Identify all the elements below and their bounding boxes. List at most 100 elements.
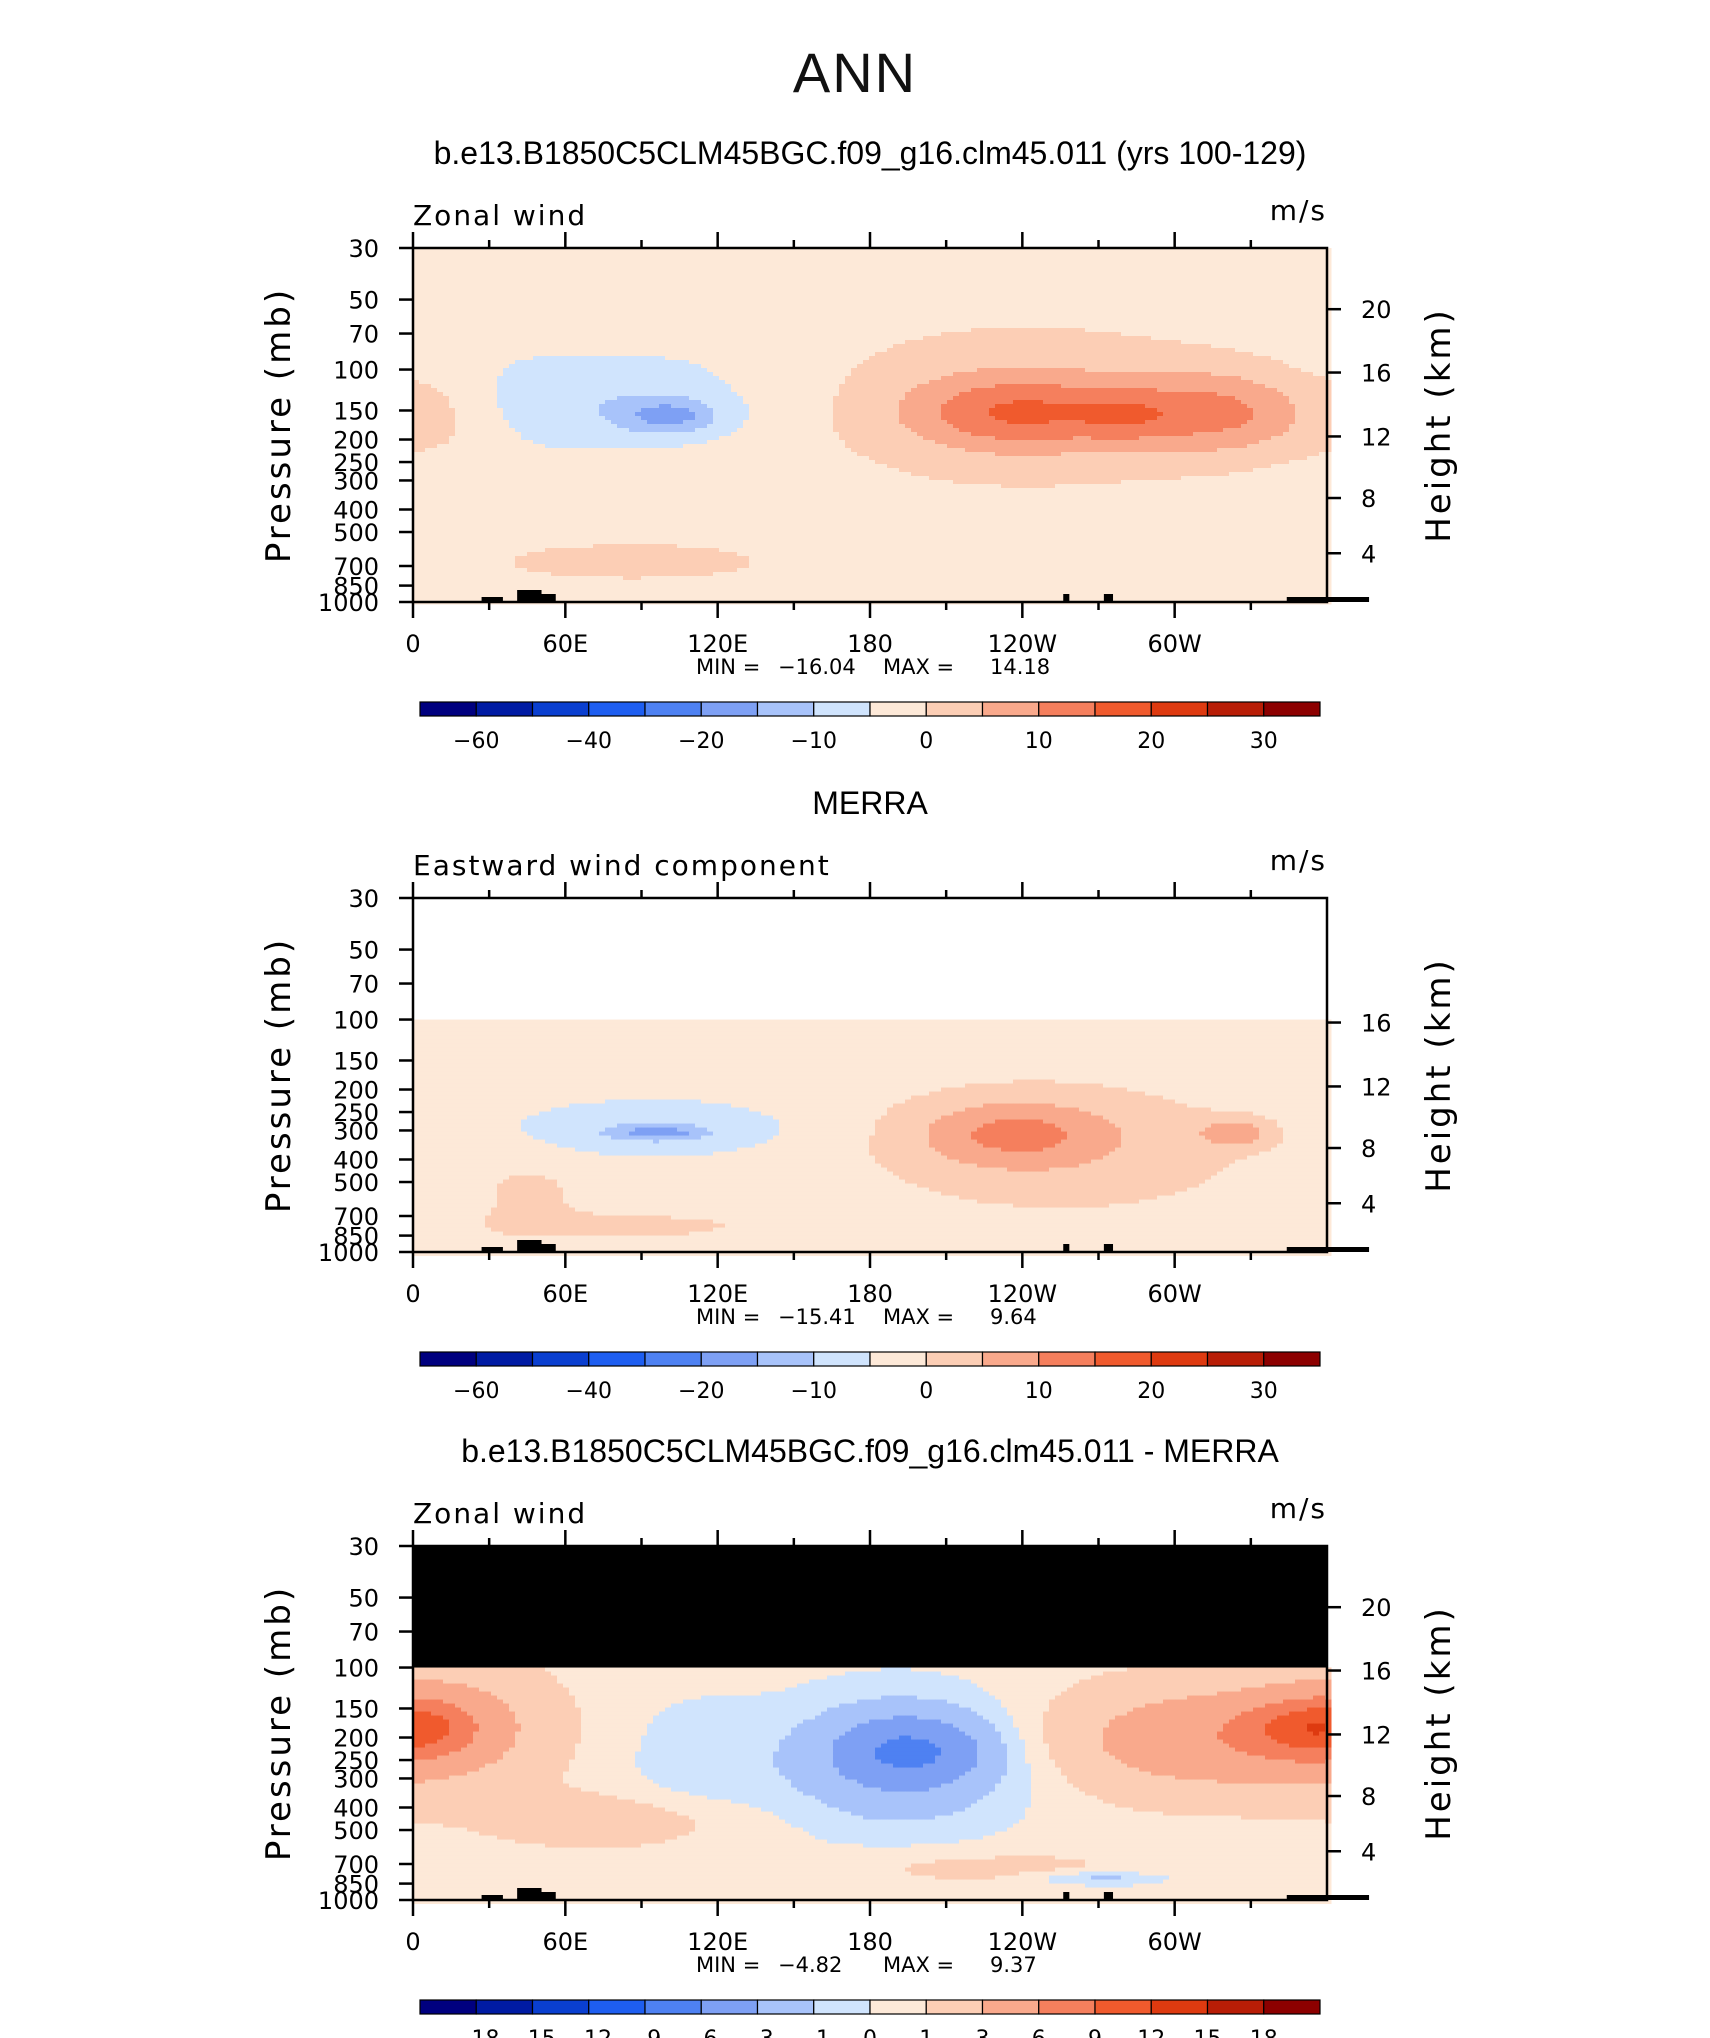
y-tick-label: 200	[333, 427, 379, 455]
y-tick-label: 1000	[318, 1239, 379, 1267]
colorbar-swatch	[1094, 1999, 1152, 2015]
y-right-tick-label: 12	[1361, 1073, 1392, 1101]
x-tick-label: 120W	[988, 1928, 1058, 1956]
colorbar-swatch	[1263, 1351, 1321, 1367]
x-tick-label: 180	[847, 630, 893, 658]
min-max-stats: MIN = −4.82 MAX = 9.37	[696, 1953, 1037, 1977]
colorbar-label: −10	[791, 729, 837, 754]
chart-svg: MERRA Eastward wind component m/s 0 60E 120E 1…	[259, 785, 1459, 1404]
colorbar-swatch	[869, 701, 927, 717]
y-right-tick-label: 4	[1361, 540, 1376, 568]
y-tick-label: 200	[333, 1077, 379, 1105]
y-right-axis: 16 12 8 4	[1327, 1010, 1392, 1218]
colorbar-label: −20	[678, 729, 724, 754]
colorbar-swatch	[644, 1351, 702, 1367]
contour-field	[413, 1019, 1332, 1257]
colorbar-swatch	[756, 1999, 815, 2015]
colorbar-swatch	[475, 1351, 534, 1367]
y-right-tick-label: 16	[1361, 1658, 1392, 1686]
y-tick-label: 400	[333, 1146, 379, 1174]
y-tick-label: 500	[333, 519, 379, 547]
colorbar-label: 0	[919, 1379, 933, 1404]
chart-svg: b.e13.B1850C5CLM45BGC.f09_g16.clm45.011 …	[259, 135, 1459, 754]
x-tick-label: 120W	[988, 1280, 1058, 1308]
colorbar-swatch	[1038, 1999, 1096, 2015]
y-tick-label: 100	[333, 1007, 379, 1035]
y-right-tick-label: 12	[1361, 423, 1392, 451]
units-label: m/s	[1270, 1492, 1327, 1525]
panel-title: b.e13.B1850C5CLM45BGC.f09_g16.clm45.011 …	[461, 1433, 1279, 1469]
x-tick-label: 60W	[1148, 630, 1202, 658]
colorbar-label: −20	[678, 1379, 724, 1404]
min-label: MIN =	[696, 1953, 760, 1977]
x-tick-label: 60W	[1148, 1928, 1202, 1956]
y-tick-label: 70	[348, 321, 379, 349]
min-label: MIN =	[696, 655, 760, 679]
y-tick-label: 50	[348, 1585, 379, 1613]
x-tick-label: 60W	[1148, 1280, 1202, 1308]
max-value: 9.37	[990, 1953, 1037, 1977]
colorbar-label: −18	[453, 2027, 499, 2038]
x-tick-label: 0	[405, 1280, 420, 1308]
colorbar-swatch	[700, 701, 759, 717]
x-tick-label: 120E	[687, 1928, 748, 1956]
colorbar-swatch	[1263, 1999, 1321, 2015]
colorbar-swatch	[981, 1351, 1040, 1367]
max-value: 9.64	[990, 1305, 1037, 1329]
y-axis-title: Pressure (mb)	[259, 937, 299, 1213]
y-tick-label: 250	[333, 1099, 379, 1127]
colorbar-label: −6	[685, 2027, 717, 2038]
contour-field	[413, 248, 1332, 605]
colorbar-label: 3	[976, 2027, 990, 2038]
y-right-axis-title: Height (km)	[1419, 1605, 1459, 1841]
panel-title: MERRA	[812, 785, 928, 821]
colorbar-swatch	[813, 1999, 871, 2015]
y-tick-label: 50	[348, 287, 379, 315]
x-tick-label: 60E	[542, 1928, 588, 1956]
colorbar-swatch	[813, 1351, 871, 1367]
y-tick-label: 400	[333, 1794, 379, 1822]
y-right-axis: 20 16 12 8 4	[1327, 296, 1392, 568]
y-tick-label: 30	[348, 235, 379, 263]
colorbar-swatch	[1206, 701, 1265, 717]
colorbar-swatch	[419, 1351, 477, 1367]
y-right-tick-label: 4	[1361, 1838, 1376, 1866]
colorbar-swatch	[756, 1351, 815, 1367]
colorbar-swatch	[531, 701, 590, 717]
y-tick-label: 100	[333, 357, 379, 385]
colorbar-label: −15	[509, 2027, 555, 2038]
x-tick-label: 180	[847, 1928, 893, 1956]
colorbar-swatch	[1038, 701, 1096, 717]
colorbar-label: 30	[1250, 1379, 1278, 1404]
colorbar-label: −10	[791, 1379, 837, 1404]
min-max-stats: MIN = −15.41 MAX = 9.64	[696, 1305, 1037, 1329]
colorbar-label: −40	[566, 1379, 612, 1404]
colorbar-label: −12	[566, 2027, 612, 2038]
max-label: MAX =	[883, 655, 954, 679]
min-value: −4.82	[778, 1953, 842, 1977]
y-tick-label: 150	[333, 1047, 379, 1075]
contour-field	[413, 1667, 1332, 1905]
y-tick-label: 250	[333, 1747, 379, 1775]
y-right-tick-label: 8	[1361, 1135, 1376, 1163]
y-tick-label: 70	[348, 1619, 379, 1647]
colorbar-swatch	[1263, 701, 1321, 717]
colorbar: −18 −15 −12 −9 −6 −3 −1 0 1 3 6 9 12 15 18	[419, 1999, 1321, 2038]
y-tick-label: 850	[333, 573, 379, 601]
colorbar-label: −9	[629, 2027, 661, 2038]
colorbar-swatch	[1150, 701, 1209, 717]
colorbar-swatch	[531, 1351, 590, 1367]
y-tick-label: 1000	[318, 589, 379, 617]
y-tick-label: 850	[333, 1871, 379, 1899]
colorbar-swatch	[644, 1999, 702, 2015]
x-axis: 0 60E 120E 180 120W 60W	[405, 232, 1253, 658]
y-right-tick-label: 4	[1361, 1190, 1376, 1218]
y-right-axis-title: Height (km)	[1419, 957, 1459, 1193]
y-right-tick-label: 16	[1361, 1010, 1392, 1038]
colorbar-label: 15	[1194, 2027, 1222, 2038]
y-tick-label: 700	[333, 1851, 379, 1879]
x-tick-label: 0	[405, 1928, 420, 1956]
x-axis: 0 60E 120E 180 120W 60W	[405, 882, 1253, 1308]
colorbar: −60 −40 −20 −10 0 10 20 30	[419, 701, 1321, 754]
